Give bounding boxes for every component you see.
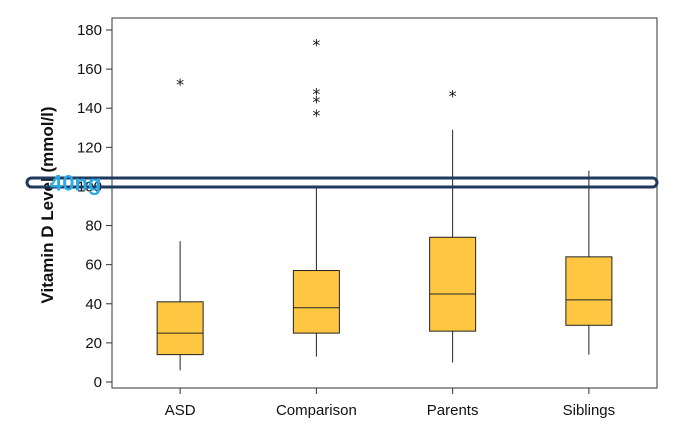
y-tick-label: 60 (85, 257, 102, 274)
box-asd (156, 301, 204, 356)
threshold-band (25, 176, 659, 189)
box-siblings (565, 256, 613, 326)
outlier-point: * (312, 85, 320, 104)
outlier-point: * (312, 106, 320, 125)
y-tick-label: 140 (77, 100, 102, 117)
y-tick-label: 40 (85, 296, 102, 313)
y-tick-label: 0 (94, 374, 102, 391)
outlier-point: * (176, 75, 184, 94)
threshold-label: 40ng (50, 171, 101, 196)
outlier-point: * (449, 87, 457, 106)
plot-frame (111, 17, 658, 389)
x-tick-label: Comparison (276, 402, 357, 419)
box-parents (429, 236, 477, 332)
y-tick-label: 120 (77, 139, 102, 156)
x-tick-label: Siblings (563, 402, 616, 419)
outlier-point: * (312, 36, 320, 55)
outlier-point: * (312, 92, 320, 111)
y-tick-label: 180 (77, 22, 102, 39)
y-tick-label: 160 (77, 61, 102, 78)
x-tick-label: Parents (427, 402, 479, 419)
box-comparison (292, 270, 340, 334)
y-tick-label: 20 (85, 335, 102, 352)
y-tick-label: 80 (85, 218, 102, 235)
y-axis-title: Vitamin D Level (mmol/l) (38, 106, 57, 303)
x-tick-label: ASD (165, 402, 196, 419)
